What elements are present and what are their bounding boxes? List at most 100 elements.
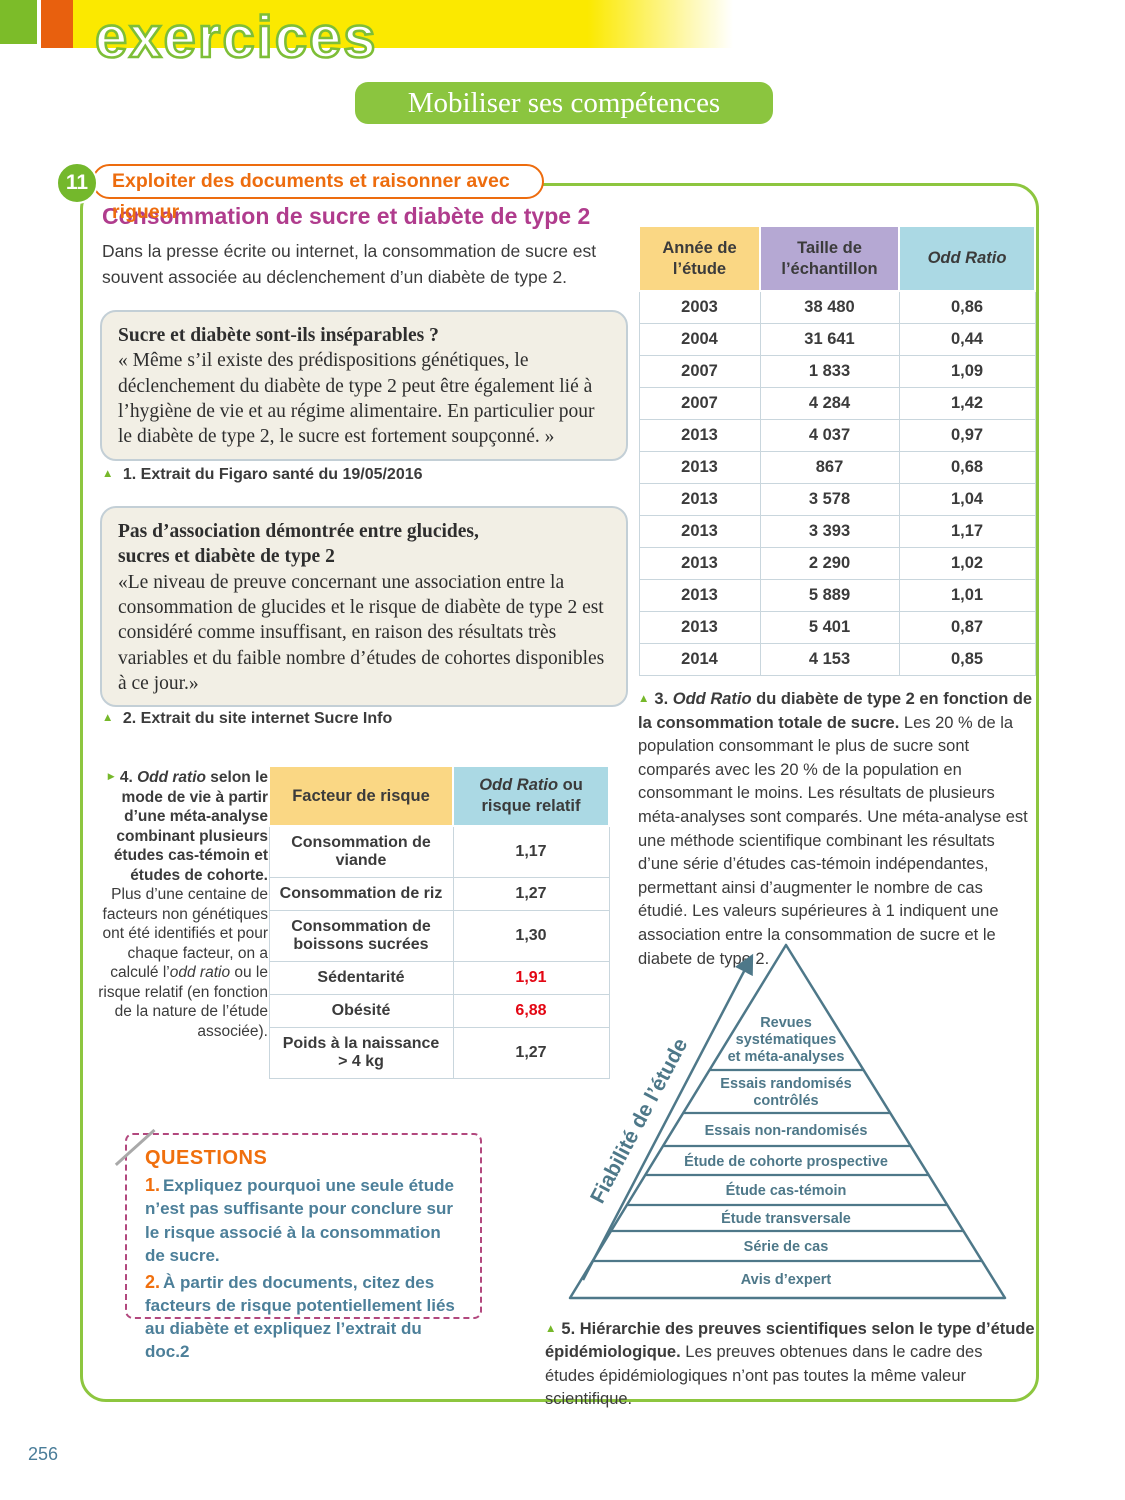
table-row: 2013 5 889 1,01 bbox=[638, 579, 1036, 612]
question-1-text: Expliquez pourquoi une seule étude n’est… bbox=[145, 1176, 454, 1265]
doc1-caption-num: 1. bbox=[122, 466, 137, 483]
pyramid-level-label: Essais randomisés bbox=[720, 1076, 851, 1092]
cell: 0,86 bbox=[898, 290, 1036, 324]
cell: 3 393 bbox=[759, 515, 900, 548]
exercise-number-badge: 11 bbox=[56, 162, 98, 204]
decor-orange-square bbox=[41, 0, 73, 48]
cell: Consommation de viande bbox=[268, 825, 454, 878]
pyramid-level-label: Revues bbox=[760, 1015, 812, 1031]
doc3-caption-bold: du diabète de type 2 en fonction de la c… bbox=[638, 690, 1033, 732]
caption-triangle-icon: ▲ bbox=[102, 468, 114, 480]
cell: 2013 bbox=[638, 547, 761, 580]
doc2-body: «Le niveau de preuve concernant une asso… bbox=[118, 571, 605, 695]
table-row: 2013 2 290 1,02 bbox=[638, 547, 1036, 580]
decor-green-square bbox=[0, 0, 37, 44]
cell: 1,27 bbox=[452, 1027, 610, 1079]
doc2-caption-num: 2. bbox=[122, 710, 137, 727]
competences-banner: Mobiliser ses compétences bbox=[355, 82, 773, 124]
table-row: Consommation de boissons sucrées 1,30 bbox=[268, 910, 610, 962]
cell: 1,02 bbox=[898, 547, 1036, 580]
doc1-caption: ▲ 1. Extrait du Figaro santé du 19/05/20… bbox=[102, 466, 622, 484]
doc5-caption-text: Les preuves obtenues dans le cadre des é… bbox=[545, 1343, 983, 1409]
pyramid-level-label: Étude de cohorte prospective bbox=[684, 1153, 888, 1170]
questions-box: QUESTIONS 1. Expliquez pourquoi une seule… bbox=[125, 1133, 482, 1361]
page-number: 256 bbox=[28, 1444, 59, 1464]
doc4-caption: ► 4. Odd ratio selon le mode de vie à par… bbox=[96, 768, 268, 1041]
table-row: 2013 3 578 1,04 bbox=[638, 483, 1036, 516]
masthead-title: exercices bbox=[94, 4, 378, 72]
cell: 1,27 bbox=[452, 877, 610, 911]
caption-triangle-icon: ▲ bbox=[638, 693, 650, 705]
doc3-caption-text: Les 20 % de la population consommant le … bbox=[638, 713, 1028, 968]
cell: 0,85 bbox=[898, 643, 1036, 676]
cell-highlighted: 1,91 bbox=[452, 961, 610, 995]
cell: 2013 bbox=[638, 419, 761, 452]
cell: 0,97 bbox=[898, 419, 1036, 452]
cell: 2013 bbox=[638, 451, 761, 484]
doc2-heading-line1: Pas d’association démontrée entre glucid… bbox=[118, 521, 479, 542]
cell: 1 833 bbox=[759, 355, 900, 388]
cell: 2 290 bbox=[759, 547, 900, 580]
doc3-caption: ▲ 3. Odd Ratio du diabète de type 2 en fo… bbox=[638, 688, 1034, 971]
doc5-caption-num: 5. bbox=[561, 1320, 576, 1338]
cell: 3 578 bbox=[759, 483, 900, 516]
doc4-caption-text-italic: odd ratio bbox=[169, 964, 231, 982]
cell: 2013 bbox=[638, 579, 761, 612]
table-row: 2014 4 153 0,85 bbox=[638, 643, 1036, 676]
doc4-caption-text2: ou le risque relatif (en fonction de la … bbox=[98, 964, 268, 1040]
table-row: 2007 1 833 1,09 bbox=[638, 355, 1036, 388]
table-row: 2013 3 393 1,17 bbox=[638, 515, 1036, 548]
cell: Sédentarité bbox=[268, 961, 454, 995]
pyramid-outline bbox=[568, 943, 1007, 1300]
col-odd-ratio-header: Odd Ratio bbox=[898, 225, 1036, 292]
cell: 1,17 bbox=[452, 825, 610, 878]
exercise-title: Consommation de sucre et diabète de type… bbox=[102, 203, 591, 229]
cell: Poids à la naissance > 4 kg bbox=[268, 1027, 454, 1079]
cell: Consommation de riz bbox=[268, 877, 454, 911]
exercise-intro: Dans la presse écrite ou internet, la co… bbox=[102, 241, 597, 288]
cell: 0,44 bbox=[898, 323, 1036, 356]
table-row: 2013 867 0,68 bbox=[638, 451, 1036, 484]
col-odd-ratio-relatif-header: Odd Ratio ou risque relatif bbox=[452, 765, 610, 827]
reliability-axis-arrow bbox=[581, 953, 754, 1281]
cell: 2014 bbox=[638, 643, 761, 676]
doc2-heading-line2: sucres et diabète de type 2 bbox=[118, 546, 335, 568]
cell: Obésité bbox=[268, 994, 454, 1028]
cell: 2013 bbox=[638, 515, 761, 548]
doc3-caption-num: 3. bbox=[654, 690, 669, 708]
table-row: 2007 4 284 1,42 bbox=[638, 387, 1036, 420]
questions-title: QUESTIONS bbox=[145, 1147, 268, 1169]
caption-triangle-icon: ▲ bbox=[102, 712, 114, 724]
cell: 867 bbox=[759, 451, 900, 484]
col-taille-header: Taille de l’échantillon bbox=[759, 225, 900, 292]
doc4-caption-text1: Plus d’une centaine de facteurs non géné… bbox=[102, 886, 268, 982]
doc5-caption: ▲ 5. Hiérarchie des preuves scientifiques… bbox=[545, 1318, 1035, 1412]
col-annee-header: Année de l’étude bbox=[638, 225, 761, 292]
cell: 4 037 bbox=[759, 419, 900, 452]
question-2-number: 2. bbox=[145, 1271, 161, 1292]
evidence-pyramid-diagram: Revues systématiques et méta-analyses Es… bbox=[568, 943, 1007, 1300]
question-2-text: À partir des documents, citez des facteu… bbox=[145, 1272, 455, 1362]
doc4-caption-num: 4. bbox=[119, 769, 133, 786]
cell: 0,87 bbox=[898, 611, 1036, 644]
cell: 38 480 bbox=[759, 290, 900, 324]
question-1: 1. Expliquez pourquoi une seule étude n’e… bbox=[145, 1173, 464, 1267]
cell: 2013 bbox=[638, 483, 761, 516]
cell: 4 284 bbox=[759, 387, 900, 420]
col-facteur-header: Facteur de risque bbox=[268, 765, 454, 827]
pyramid-level-label: Étude cas-témoin bbox=[726, 1182, 847, 1199]
exercise-frame bbox=[80, 183, 1039, 1402]
pyramid-level-label: Série de cas bbox=[744, 1239, 829, 1255]
cell: 2003 bbox=[638, 290, 761, 324]
cell: 5 401 bbox=[759, 611, 900, 644]
table-row: 2013 4 037 0,97 bbox=[638, 419, 1036, 452]
cell: 1,01 bbox=[898, 579, 1036, 612]
pyramid-level-label: Essais non-randomisés bbox=[705, 1123, 868, 1139]
question-1-number: 1. bbox=[145, 1175, 161, 1195]
table-row: Sédentarité 1,91 bbox=[268, 961, 610, 995]
cell: Consommation de boissons sucrées bbox=[268, 910, 454, 962]
table-row: 2003 38 480 0,86 bbox=[638, 290, 1036, 324]
table-row: Consommation de viande 1,17 bbox=[268, 825, 610, 878]
table-row: Poids à la naissance > 4 kg 1,27 bbox=[268, 1027, 610, 1079]
question-2: 2. À partir des documents, citez des fact… bbox=[145, 1270, 464, 1364]
